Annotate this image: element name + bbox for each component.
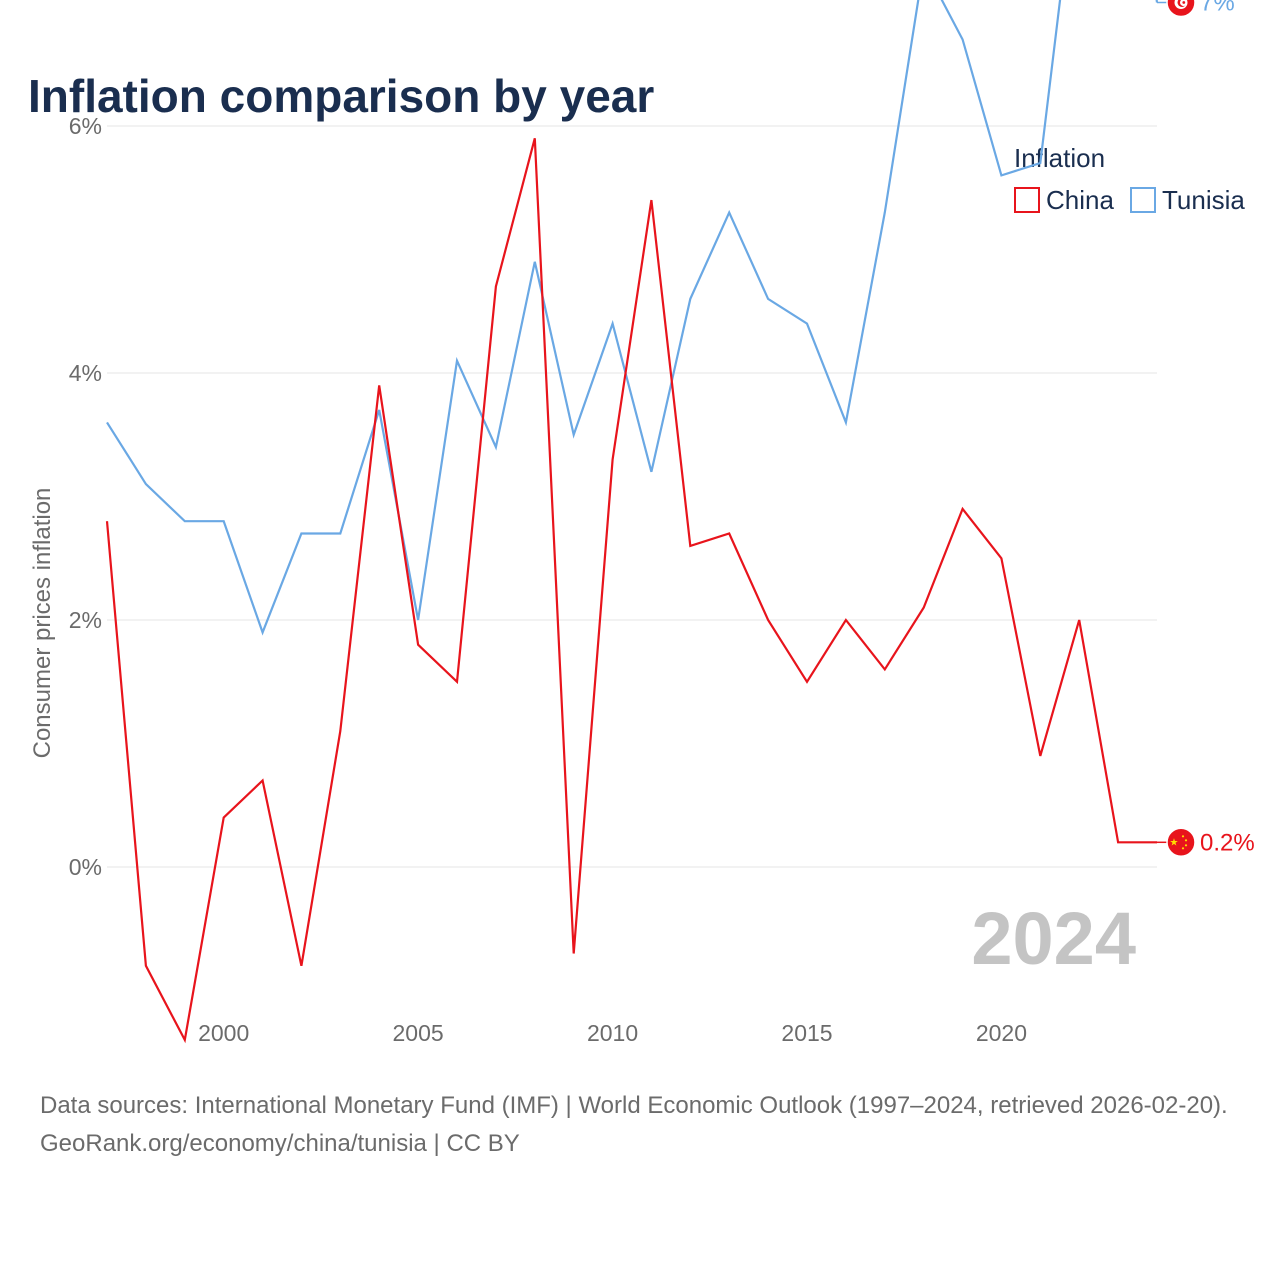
legend-title: Inflation (1014, 143, 1105, 173)
legend: China Tunisia (1014, 185, 1245, 215)
footer-url[interactable]: GeoRank.org/economy/china/tunisia | CC B… (40, 1130, 520, 1157)
chart-title: Inflation comparison by year (28, 70, 654, 122)
legend-label: China (1046, 185, 1114, 215)
x-axis-ticks: 2000 2005 2010 2015 2020 (198, 1020, 1027, 1046)
svg-text:★: ★ (1170, 837, 1179, 848)
legend-label: Tunisia (1162, 185, 1245, 215)
x-tick-label: 2020 (976, 1020, 1027, 1046)
end-value-tunisia: 7% (1200, 0, 1235, 17)
grid (107, 125, 1157, 868)
x-tick-label: 2000 (198, 1020, 249, 1046)
tunisia-flag-icon (1166, 0, 1196, 18)
legend-item-china[interactable]: China (1014, 185, 1114, 215)
x-tick-label: 2015 (781, 1020, 832, 1046)
footer-sources: Data sources: International Monetary Fun… (40, 1092, 1228, 1119)
y-axis-label: Consumer prices inflation (29, 488, 56, 759)
x-tick-label: 2010 (587, 1020, 638, 1046)
footer: Data sources: International Monetary Fun… (40, 1087, 1250, 1163)
series-line-china (105, 138, 1157, 1044)
y-tick-label: 6% (69, 113, 102, 139)
y-tick-label: 2% (69, 607, 102, 633)
series-lines (105, 0, 1159, 1044)
china-flag-icon: ★ (1166, 827, 1196, 858)
legend-swatch (1014, 187, 1040, 213)
x-tick-label: 2005 (393, 1020, 444, 1046)
y-tick-label: 0% (69, 854, 102, 880)
legend-item-tunisia[interactable]: Tunisia (1130, 185, 1245, 215)
end-value-china: 0.2% (1200, 829, 1255, 856)
end-markers: ★ 0.2% 7% (1157, 0, 1255, 858)
year-watermark: 2024 (971, 897, 1136, 980)
y-axis-ticks: 0%2%4%6%8% (69, 113, 102, 880)
y-tick-label: 4% (69, 360, 102, 386)
legend-swatch (1130, 187, 1156, 213)
series-line-tunisia (106, 0, 1159, 636)
